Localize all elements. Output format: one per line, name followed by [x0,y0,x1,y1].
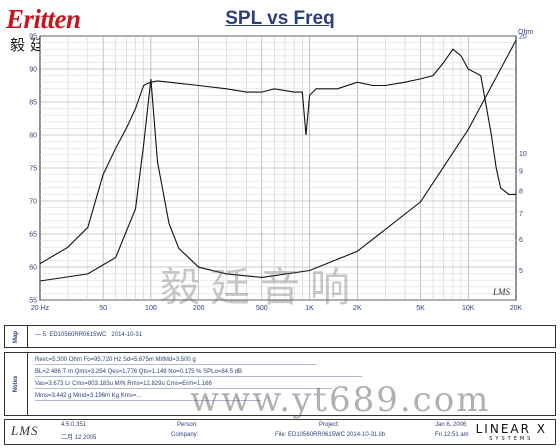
brand-logo-text: Eritten [6,4,81,34]
notes-panel: Notes Revc=5.300 Ohm Fo=95.720 Hz Sd=5.6… [4,352,556,416]
map-entry-row: — 5: ED10560RR0615WC 2014-10-31 [35,332,143,338]
x-tick-label: 10K [462,305,475,312]
x-tick-label: 20K [510,305,523,312]
watermark-url: www.yt689.com [190,380,491,420]
footer-file-label: File: ED10560RR0615WC 2014-10-31.lib [275,432,386,438]
y-left-tick-label: 70 [29,199,37,206]
map-panel: Map — 5: ED10560RR0615WC 2014-10-31 [4,325,556,348]
x-tick-label: 50 [99,305,107,312]
y-left-tick-label: 55 [29,298,37,305]
chart-title: SPL vs Freq [225,8,335,29]
watermark-cn: 毅廷音响 [160,265,360,311]
y-right-tick-label: 8 [519,189,523,196]
x-tick-label: 200 [193,305,205,312]
footer-project-label: Project: [319,422,340,428]
linearx-logo-text: LINEAR X [475,422,547,436]
notes-line: Vas=3.673 Lr Cms=803.183u M/N Rms=12.829… [35,381,332,389]
x-tick-label: 2K [353,305,362,312]
y-left-tick-label: 90 [29,67,37,74]
linearx-logo-sub: SYSTEMS [489,436,534,442]
notes-line: BL=2.486 T·m Qms=3.254 Qes=1.776 Qts=1.1… [35,369,363,377]
footer-date: Jan 6, 2006 [435,422,467,428]
spl-series-line [39,48,516,265]
y-left-tick-label: 85 [29,100,37,107]
footer-person-label: Person: [177,422,198,428]
y-right-tick-label: 20 [519,34,527,41]
footer-version: 4.5.0.351 [61,422,87,428]
y-left-tick-label: 65 [29,232,37,239]
x-tick-label: 20 Hz [31,305,50,312]
chart-corner-label: LMS [492,287,511,297]
y-right-tick-label: 7 [519,211,523,218]
notes-line: Revc=5.300 Ohm Fo=95.720 Hz Sd=5.675m M/… [35,357,316,365]
y-right-tick-label: 10 [519,151,527,158]
x-tick-label: 1K [305,305,314,312]
x-tick-label: 100 [145,305,157,312]
footer-bar: LMS 4.5.0.351 二月 12 2005 Person: Company… [4,419,556,445]
map-entry-name: 5: ED10560RR0615WC [42,332,107,338]
map-panel-label: Map [13,330,19,343]
map-entry-date: 2014-10-31 [111,332,143,338]
footer-time: Fri 12:51 am [435,432,469,438]
notes-panel-label: Notes [13,375,19,393]
footer-version-date: 二月 12 2005 [61,435,97,441]
y-left-tick-label: 95 [29,34,37,41]
map-panel-side: Map [5,326,28,347]
y-left-tick-label: 80 [29,133,37,140]
y-left-tick-label: 60 [29,265,37,272]
impedance-series-line [39,40,517,282]
y-right-tick-label: 9 [519,169,523,176]
y-right-tick-label: 6 [519,237,523,244]
y-left-tick-label: 75 [29,166,37,173]
x-tick-label: 500 [256,305,268,312]
footer-company-label: Company: [171,432,199,438]
y-right-unit: Ohm [518,29,533,36]
x-tick-label: 5K [416,305,425,312]
linearx-logo: LINEAR X SYSTEMS [476,422,547,442]
footer-lms-logo: LMS [11,423,39,438]
y-right-tick-label: 5 [519,268,523,275]
notes-panel-side: Notes [5,353,28,415]
notes-line: Mms=3.442 g Mmd=3.196m Kg Kms=... [35,393,262,401]
